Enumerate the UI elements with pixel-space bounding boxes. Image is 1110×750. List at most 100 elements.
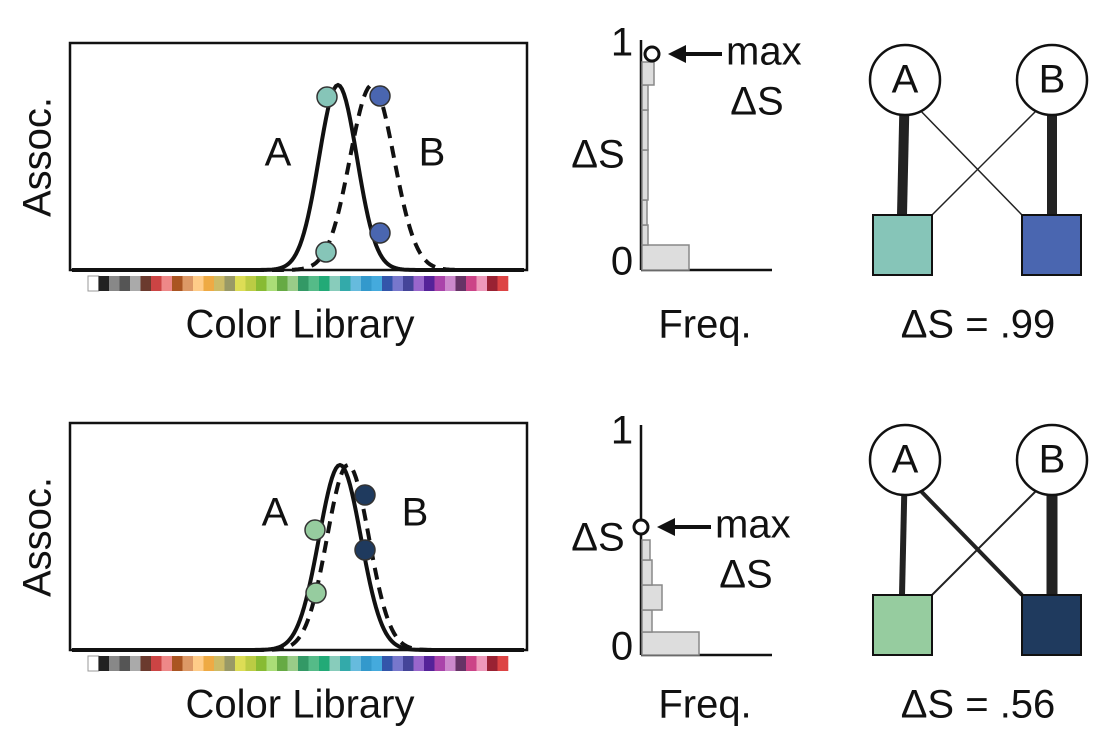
color-swatch [256, 656, 267, 671]
color-swatch [151, 656, 162, 671]
color-swatch [361, 276, 372, 291]
y-axis-label: Assoc. [16, 477, 60, 597]
color-swatch [203, 656, 215, 671]
max-arrowhead [668, 45, 686, 63]
color-swatch [308, 276, 320, 291]
color-swatch [445, 656, 456, 671]
assoc-plot-frame [68, 421, 529, 652]
color-swatch [182, 276, 194, 291]
color-swatch [266, 276, 278, 291]
node-a-label: A [892, 438, 919, 482]
color-square-b [1021, 214, 1082, 276]
color-swatch [340, 656, 351, 671]
color-swatch [371, 656, 383, 671]
color-swatch [424, 656, 435, 671]
x-axis-label: Color Library [186, 683, 415, 727]
color-point-a [305, 582, 327, 604]
color-swatch [130, 656, 141, 671]
hist-bar [641, 539, 651, 561]
color-square-b [1021, 594, 1082, 656]
color-swatch [497, 276, 509, 291]
color-point-b [354, 539, 376, 561]
color-swatch [308, 656, 320, 671]
color-swatch [151, 276, 162, 291]
color-swatch [298, 656, 309, 671]
hist-bar [641, 61, 655, 86]
color-swatch [487, 276, 498, 291]
color-swatch [413, 276, 425, 291]
assoc-plot-frame [68, 41, 529, 272]
color-swatch [109, 276, 120, 291]
color-swatch [87, 655, 100, 672]
node-b [1015, 423, 1089, 497]
color-swatch [476, 656, 488, 671]
color-swatch [224, 656, 236, 671]
hist-x-label: Freq. [658, 683, 751, 727]
max-marker [643, 45, 661, 63]
color-swatch [350, 276, 362, 291]
hist-bar [641, 149, 649, 201]
color-swatch [245, 276, 257, 291]
hist-bar [641, 584, 663, 611]
hist-y-label: ΔS [571, 133, 624, 177]
color-swatch [214, 656, 225, 671]
curve-label-b: B [402, 491, 429, 535]
color-swatch [182, 656, 194, 671]
color-swatch [172, 656, 183, 671]
color-point-b [354, 484, 376, 506]
color-swatch [424, 276, 435, 291]
color-swatch [455, 656, 467, 671]
tick-label-bottom: 0 [611, 625, 633, 669]
max-label: max [715, 503, 791, 547]
color-swatch [329, 276, 341, 291]
color-square-a [872, 594, 933, 656]
curve-label-a: A [262, 491, 289, 535]
color-swatch [466, 656, 477, 671]
max-sub-label: ΔS [719, 553, 772, 597]
node-a [868, 423, 942, 497]
hist-bar [641, 631, 700, 656]
hist-y-label: ΔS [571, 516, 624, 560]
color-swatch [203, 276, 215, 291]
color-swatch [287, 656, 299, 671]
color-swatch [382, 276, 393, 291]
max-arrowhead [657, 518, 675, 536]
figure-row: A B Color Library Assoc. 1 0 ΔS Freq. max ΔS A B ΔS … [16, 21, 1089, 347]
y-axis-label: Assoc. [16, 97, 60, 217]
link-a-right [914, 104, 1023, 216]
color-square-a [872, 214, 933, 276]
color-swatch [319, 276, 330, 291]
tick-label-bottom: 0 [611, 240, 633, 284]
color-point-a [315, 241, 337, 263]
color-point-b [369, 85, 391, 107]
color-swatch [413, 656, 425, 671]
color-swatch [382, 656, 393, 671]
color-swatch [455, 276, 467, 291]
tick-label-top: 1 [611, 21, 633, 65]
x-axis-label: Color Library [186, 303, 415, 347]
color-swatch [256, 276, 267, 291]
hist-bar [641, 244, 690, 271]
color-swatch [497, 656, 509, 671]
color-swatch [130, 276, 141, 291]
assoc-curve [72, 462, 524, 652]
color-swatch [119, 656, 131, 671]
delta-s-result: ΔS = .56 [901, 683, 1056, 727]
node-a [868, 43, 942, 117]
figure-row: A B Color Library Assoc. 1 0 ΔS Freq. max ΔS A B ΔS … [16, 409, 1089, 727]
color-swatch [140, 276, 152, 291]
color-point-b [369, 222, 391, 244]
color-swatch [392, 276, 404, 291]
color-swatch [403, 656, 414, 671]
color-swatch [277, 276, 288, 291]
color-swatch [476, 276, 488, 291]
color-swatch [161, 656, 173, 671]
color-swatch [403, 276, 414, 291]
color-swatch [319, 656, 330, 671]
color-swatch [487, 656, 498, 671]
color-swatch [287, 276, 299, 291]
node-b-label: B [1039, 438, 1066, 482]
max-label: max [726, 30, 802, 74]
color-swatch [119, 276, 131, 291]
assoc-curve [72, 82, 524, 272]
